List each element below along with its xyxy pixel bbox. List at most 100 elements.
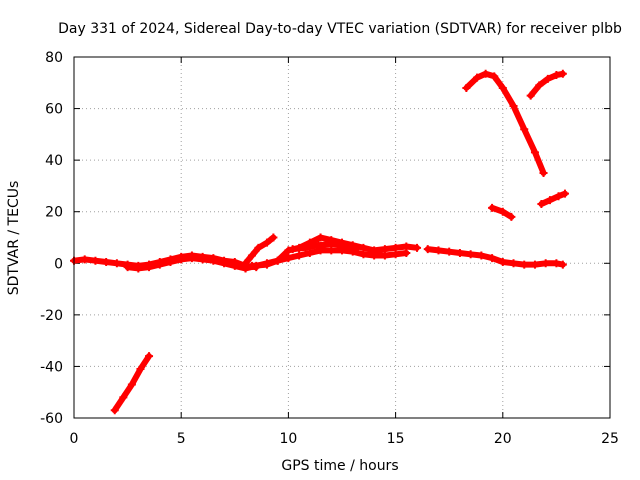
data-point — [254, 243, 263, 252]
data-point — [127, 380, 136, 389]
x-tick-label: 0 — [70, 431, 79, 447]
data-point — [220, 259, 229, 268]
y-tick-label: 80 — [45, 50, 63, 66]
series-mid-right-segment — [537, 189, 569, 208]
series-arc-segment — [462, 69, 548, 178]
data-point — [145, 352, 154, 361]
series-trace — [538, 190, 568, 207]
data-point — [359, 250, 368, 259]
data-point — [247, 261, 256, 270]
data-point — [288, 245, 297, 254]
data-point — [269, 233, 278, 242]
data-point — [110, 406, 119, 415]
data-point — [284, 254, 293, 263]
series-layer — [70, 69, 569, 415]
x-tick-label: 25 — [601, 431, 619, 447]
data-point — [445, 247, 454, 256]
data-point — [520, 260, 529, 269]
data-point — [123, 263, 132, 272]
data-point — [507, 212, 516, 221]
data-point — [370, 251, 379, 260]
series-short-segment — [488, 203, 516, 221]
series-baseline-track-b — [123, 254, 250, 273]
series-upper-right-segment — [526, 69, 567, 100]
series-trace — [242, 234, 277, 267]
x-axis-label: GPS time / hours — [281, 458, 398, 474]
x-tick-label: 15 — [387, 431, 405, 447]
data-point — [241, 259, 250, 268]
series-trace — [249, 247, 410, 269]
data-point — [187, 254, 196, 263]
data-point — [530, 260, 539, 269]
data-point — [380, 251, 389, 260]
series-mid-track-b — [247, 246, 411, 270]
data-point — [340, 241, 349, 250]
data-point — [466, 250, 475, 259]
data-point — [119, 393, 128, 402]
data-point — [316, 233, 325, 242]
x-tick-label: 10 — [279, 431, 297, 447]
data-point — [552, 71, 561, 80]
x-tick-label: 5 — [177, 431, 186, 447]
data-point — [230, 261, 239, 270]
data-point — [391, 250, 400, 259]
data-point — [166, 257, 175, 266]
grid-layer — [74, 57, 610, 418]
data-point — [177, 255, 186, 264]
data-point — [490, 72, 499, 81]
data-point — [112, 259, 121, 268]
data-point — [558, 69, 567, 78]
data-point — [477, 251, 486, 260]
y-tick-label: -20 — [40, 308, 63, 324]
series-mid-track-c — [288, 239, 362, 254]
data-point — [91, 256, 100, 265]
data-point — [247, 251, 256, 260]
data-point — [560, 189, 569, 198]
y-tick-label: 40 — [45, 153, 63, 169]
data-point — [462, 83, 471, 92]
data-point — [498, 83, 507, 92]
data-point — [554, 192, 563, 201]
data-point — [473, 73, 482, 82]
data-point — [423, 245, 432, 254]
data-point — [134, 264, 143, 273]
series-late-baseline — [423, 245, 567, 269]
x-tick-label: 20 — [494, 431, 512, 447]
series-negative-segment — [110, 352, 154, 415]
y-tick-label: 60 — [45, 102, 63, 118]
data-point — [545, 196, 554, 205]
data-point — [353, 243, 362, 252]
data-point — [509, 259, 518, 268]
data-point — [541, 259, 550, 268]
data-point — [209, 256, 218, 265]
data-point — [314, 241, 323, 250]
data-point — [530, 148, 539, 157]
series-rising-segment — [241, 233, 278, 268]
y-tick-label: -40 — [40, 359, 63, 375]
data-point — [488, 203, 497, 212]
data-point — [80, 255, 89, 264]
data-point — [262, 260, 271, 269]
data-point — [305, 248, 314, 257]
data-point — [413, 243, 422, 252]
data-point — [520, 125, 529, 134]
data-point — [537, 199, 546, 208]
data-point — [136, 365, 145, 374]
data-point — [198, 255, 207, 264]
data-point — [262, 238, 271, 247]
data-point — [526, 91, 535, 100]
data-point — [558, 260, 567, 269]
data-point — [155, 260, 164, 269]
y-tick-label: -60 — [40, 411, 63, 427]
data-point — [295, 251, 304, 260]
chart-title: Day 331 of 2024, Sidereal Day-to-day VTE… — [58, 21, 622, 37]
data-point — [509, 101, 518, 110]
data-point — [543, 74, 552, 83]
data-point — [327, 239, 336, 248]
plot-frame — [73, 56, 611, 419]
data-point — [273, 256, 282, 265]
data-point — [498, 207, 507, 216]
y-tick-label: 20 — [45, 205, 63, 221]
